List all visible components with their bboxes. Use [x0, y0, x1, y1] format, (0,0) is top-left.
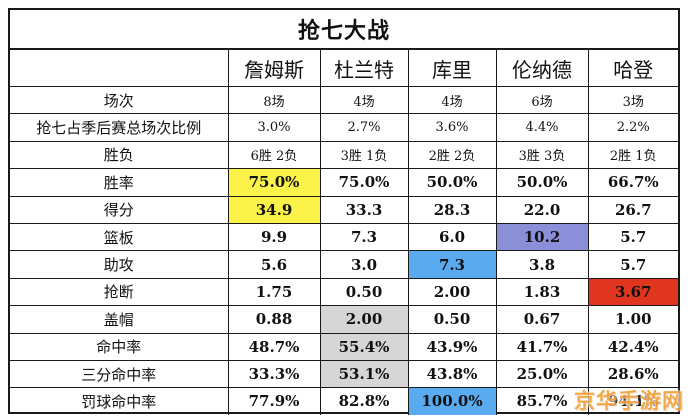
- stat-cell: 50.0%: [407, 168, 497, 197]
- stat-cell-highlight: 2.00: [319, 305, 409, 334]
- row-label: 胜率: [10, 168, 229, 197]
- row-label: 抢七占季后赛总场次比例: [10, 113, 229, 142]
- row-label: 罚球命中率: [10, 387, 229, 415]
- stat-cell: 3.0%: [227, 113, 321, 142]
- stat-cell: 1.00: [587, 305, 678, 334]
- stat-cell: 42.4%: [587, 332, 678, 361]
- stat-cell: 0.50: [319, 277, 409, 307]
- stat-cell: 0.50: [407, 305, 497, 334]
- stat-cell-highlight: 10.2: [495, 222, 589, 252]
- table-row: 场次 8场 4场 4场 6场 3场: [10, 85, 678, 115]
- stat-cell-highlight: 75.0%: [227, 168, 321, 197]
- row-label: 命中率: [10, 332, 229, 361]
- player-header: 库里: [407, 50, 497, 87]
- stat-cell-highlight: 53.1%: [319, 359, 409, 389]
- stat-cell: 6胜 2负: [227, 140, 321, 170]
- header-row: 詹姆斯 杜兰特 库里 伦纳德 哈登: [10, 50, 678, 87]
- stat-cell: 1.75: [227, 277, 321, 307]
- table-row: 罚球命中率 77.9% 82.8% 100.0% 85.7% 94.1%: [10, 387, 678, 415]
- stats-table: 詹姆斯 杜兰特 库里 伦纳德 哈登 场次 8场 4场 4场 6场 3场 抢七占季…: [10, 50, 678, 415]
- stat-cell: 26.7: [587, 195, 678, 224]
- row-label: 助攻: [10, 250, 229, 279]
- stat-cell-highlight: 100.0%: [407, 387, 497, 415]
- stat-cell: 33.3: [319, 195, 409, 224]
- stat-cell: 28.3: [407, 195, 497, 224]
- stat-cell: 4场: [319, 85, 409, 115]
- row-label: 抢断: [10, 277, 229, 307]
- stat-cell: 2胜 1负: [587, 140, 678, 170]
- table-row: 盖帽 0.88 2.00 0.50 0.67 1.00: [10, 305, 678, 334]
- stat-cell: 82.8%: [319, 387, 409, 415]
- player-header: 詹姆斯: [227, 50, 321, 87]
- stat-cell: 5.7: [587, 250, 678, 279]
- table-row: 胜负 6胜 2负 3胜 1负 2胜 2负 3胜 3负 2胜 1负: [10, 140, 678, 170]
- stat-cell: 6场: [495, 85, 589, 115]
- stat-cell: 43.9%: [407, 332, 497, 361]
- table-row: 三分命中率 33.3% 53.1% 43.8% 25.0% 28.6%: [10, 359, 678, 389]
- player-header: 伦纳德: [495, 50, 589, 87]
- table-row: 胜率 75.0% 75.0% 50.0% 50.0% 66.7%: [10, 168, 678, 197]
- stat-cell: 2.00: [407, 277, 497, 307]
- stat-cell: 3.8: [495, 250, 589, 279]
- stat-cell: 85.7%: [495, 387, 589, 415]
- table-row: 抢七占季后赛总场次比例 3.0% 2.7% 3.6% 4.4% 2.2%: [10, 113, 678, 142]
- stat-cell: 3胜 1负: [319, 140, 409, 170]
- stat-cell: 8场: [227, 85, 321, 115]
- stat-cell: 3.0: [319, 250, 409, 279]
- stat-cell-highlight: 55.4%: [319, 332, 409, 361]
- stat-cell: 25.0%: [495, 359, 589, 389]
- stat-cell: 66.7%: [587, 168, 678, 197]
- stat-cell: 43.8%: [407, 359, 497, 389]
- stat-cell: 6.0: [407, 222, 497, 252]
- stat-cell: 33.3%: [227, 359, 321, 389]
- row-label: 盖帽: [10, 305, 229, 334]
- stat-cell: 94.1%: [587, 387, 678, 415]
- stat-cell: 3场: [587, 85, 678, 115]
- stat-cell: 3胜 3负: [495, 140, 589, 170]
- stat-cell: 75.0%: [319, 168, 409, 197]
- stat-cell: 9.9: [227, 222, 321, 252]
- stat-cell: 0.88: [227, 305, 321, 334]
- stat-cell: 2胜 2负: [407, 140, 497, 170]
- stat-cell: 5.6: [227, 250, 321, 279]
- stat-cell: 0.67: [495, 305, 589, 334]
- stat-cell-highlight: 7.3: [407, 250, 497, 279]
- corner-cell: [10, 50, 229, 87]
- stat-cell: 2.2%: [587, 113, 678, 142]
- table-row: 篮板 9.9 7.3 6.0 10.2 5.7: [10, 222, 678, 252]
- row-label: 三分命中率: [10, 359, 229, 389]
- table-row: 助攻 5.6 3.0 7.3 3.8 5.7: [10, 250, 678, 279]
- stat-cell: 7.3: [319, 222, 409, 252]
- table-row: 命中率 48.7% 55.4% 43.9% 41.7% 42.4%: [10, 332, 678, 361]
- row-label: 胜负: [10, 140, 229, 170]
- stat-cell: 41.7%: [495, 332, 589, 361]
- player-header: 哈登: [587, 50, 678, 87]
- stat-cell: 50.0%: [495, 168, 589, 197]
- stat-cell: 4.4%: [495, 113, 589, 142]
- row-label: 篮板: [10, 222, 229, 252]
- stats-table-frame: 抢七大战 詹姆斯 杜兰特 库里 伦纳德 哈登 场次 8场 4场 4场 6场 3场: [8, 8, 680, 415]
- stat-cell: 77.9%: [227, 387, 321, 415]
- table-row: 抢断 1.75 0.50 2.00 1.83 3.67: [10, 277, 678, 307]
- stat-cell-highlight: 34.9: [227, 195, 321, 224]
- stat-cell: 2.7%: [319, 113, 409, 142]
- table-title: 抢七大战: [10, 10, 678, 50]
- stat-cell: 4场: [407, 85, 497, 115]
- stat-cell: 3.6%: [407, 113, 497, 142]
- player-header: 杜兰特: [319, 50, 409, 87]
- stat-cell: 1.83: [495, 277, 589, 307]
- row-label: 场次: [10, 85, 229, 115]
- stat-cell: 48.7%: [227, 332, 321, 361]
- stat-cell: 5.7: [587, 222, 678, 252]
- stat-cell: 28.6%: [587, 359, 678, 389]
- row-label: 得分: [10, 195, 229, 224]
- stat-cell: 22.0: [495, 195, 589, 224]
- table-row: 得分 34.9 33.3 28.3 22.0 26.7: [10, 195, 678, 224]
- stat-cell-highlight: 3.67: [587, 277, 678, 307]
